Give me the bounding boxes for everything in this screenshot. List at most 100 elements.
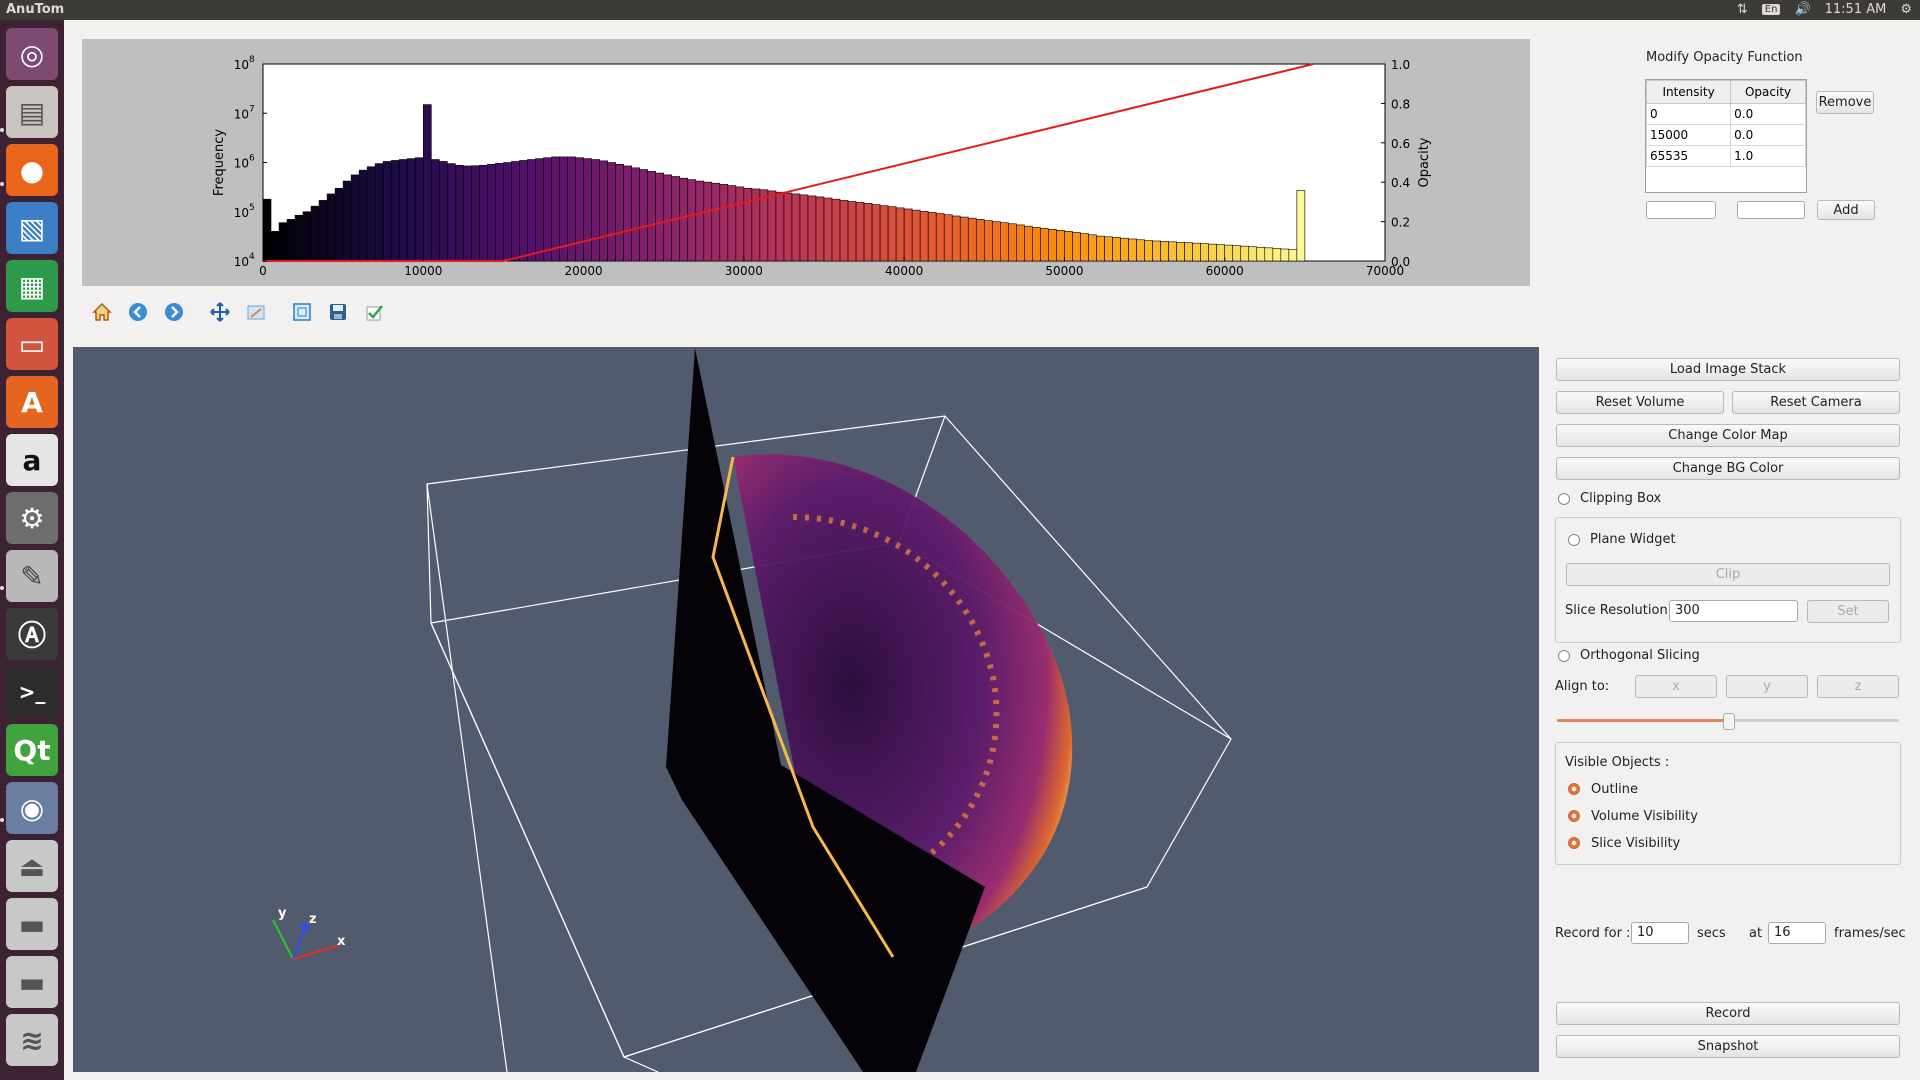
volume-visibility-radio[interactable] bbox=[1568, 810, 1580, 822]
table-row[interactable]: 65535 1.0 bbox=[1645, 145, 1806, 167]
ubuntu-dash-icon[interactable]: ◎ bbox=[6, 28, 58, 80]
histogram-bar bbox=[511, 161, 520, 262]
histogram-bar bbox=[583, 158, 592, 262]
calc-icon[interactable]: ▦ bbox=[6, 260, 58, 312]
snapshot-button[interactable]: Snapshot bbox=[1556, 1035, 1900, 1058]
remove-button[interactable]: Remove bbox=[1816, 91, 1874, 114]
y-tick-exponent: 8 bbox=[249, 55, 255, 65]
slider-handle[interactable] bbox=[1723, 713, 1735, 730]
table-row[interactable]: 0 0.0 bbox=[1645, 103, 1806, 125]
clipping-box-radio[interactable] bbox=[1558, 493, 1570, 505]
histogram-bar bbox=[623, 165, 632, 262]
orthogonal-slicing-radio[interactable] bbox=[1558, 650, 1570, 662]
power-gear-icon[interactable]: ⚙ bbox=[1900, 2, 1912, 17]
align-y-button[interactable]: y bbox=[1726, 675, 1808, 698]
software-updater-icon[interactable]: Ⓐ bbox=[6, 608, 58, 660]
y2-tick-label: 0.8 bbox=[1391, 97, 1410, 111]
col-intensity[interactable]: Intensity bbox=[1645, 80, 1732, 104]
table-row[interactable]: 15000 0.0 bbox=[1645, 124, 1806, 146]
configure-subplots-icon[interactable] bbox=[290, 300, 314, 324]
histogram-bar bbox=[1280, 248, 1290, 262]
opacity-function-line[interactable] bbox=[263, 63, 1314, 262]
cell[interactable]: 1.0 bbox=[1730, 145, 1806, 167]
set-button[interactable]: Set bbox=[1807, 600, 1889, 623]
usb-drive-icon[interactable]: ⏏ bbox=[6, 840, 58, 892]
histogram-bar bbox=[422, 104, 432, 262]
network-icon[interactable]: ⇅ bbox=[1736, 2, 1748, 17]
image-viewer-icon[interactable]: ▧ bbox=[6, 202, 58, 254]
settings-icon[interactable]: ⚙ bbox=[6, 492, 58, 544]
plane-widget-label: Plane Widget bbox=[1590, 532, 1676, 547]
change-bg-color-button[interactable]: Change BG Color bbox=[1556, 457, 1900, 480]
qt-creator-icon[interactable]: Qt bbox=[6, 724, 58, 776]
histogram-bar bbox=[935, 213, 945, 262]
cell[interactable]: 65535 bbox=[1645, 145, 1732, 167]
opacity-input[interactable] bbox=[1737, 201, 1805, 219]
histogram-bar bbox=[1104, 236, 1113, 262]
cell[interactable]: 0.0 bbox=[1730, 103, 1806, 125]
fps-input[interactable]: 16 bbox=[1768, 922, 1826, 944]
reset-volume-button[interactable]: Reset Volume bbox=[1556, 391, 1724, 414]
forward-icon[interactable] bbox=[162, 300, 186, 324]
change-color-map-button[interactable]: Change Color Map bbox=[1556, 424, 1900, 447]
save-icon[interactable] bbox=[326, 300, 350, 324]
camera-icon[interactable]: ◉ bbox=[6, 782, 58, 834]
trash-icon[interactable]: ≋ bbox=[6, 1014, 58, 1066]
cell[interactable]: 0 bbox=[1645, 103, 1732, 125]
volume-render[interactable]: y z x bbox=[73, 347, 1539, 1072]
volume-icon[interactable]: 🔊 bbox=[1794, 2, 1811, 17]
histogram-bar bbox=[310, 205, 320, 262]
impress-icon[interactable]: ▭ bbox=[6, 318, 58, 370]
apply-icon[interactable] bbox=[362, 300, 386, 324]
render-viewport[interactable]: y z x bbox=[73, 347, 1539, 1072]
load-image-stack-button[interactable]: Load Image Stack bbox=[1556, 358, 1900, 381]
histogram-bar bbox=[831, 198, 841, 262]
record-secs-input[interactable]: 10 bbox=[1631, 922, 1689, 944]
add-button[interactable]: Add bbox=[1817, 200, 1875, 220]
outline-radio[interactable] bbox=[1568, 783, 1580, 795]
software-center-icon[interactable]: A bbox=[6, 376, 58, 428]
intensity-input[interactable] bbox=[1646, 201, 1716, 219]
histogram-bar bbox=[687, 179, 697, 262]
histogram-bar bbox=[1240, 245, 1250, 262]
clock[interactable]: 11:51 AM bbox=[1824, 2, 1887, 17]
plane-widget-radio[interactable] bbox=[1568, 534, 1580, 546]
home-icon[interactable] bbox=[90, 300, 114, 324]
amazon-icon[interactable]: a bbox=[6, 434, 58, 486]
cell[interactable]: 15000 bbox=[1645, 124, 1732, 146]
disk-icon[interactable]: ▬ bbox=[6, 956, 58, 1008]
opacity-table[interactable]: Intensity Opacity 0 0.0 15000 0.0 65535 1.0 bbox=[1645, 79, 1807, 193]
align-z-button[interactable]: z bbox=[1817, 675, 1899, 698]
col-opacity[interactable]: Opacity bbox=[1730, 80, 1806, 104]
launcher: ◎ ▤ ● ▧ ▦ ▭ A a ⚙ ✎ Ⓐ >_ Qt ◉ ⏏ ▬ ▬ ≋ bbox=[0, 20, 64, 1080]
y-tick-exponent: 7 bbox=[249, 104, 255, 114]
histogram-bar bbox=[1024, 225, 1033, 262]
back-icon[interactable] bbox=[126, 300, 150, 324]
histogram-bar bbox=[575, 157, 584, 262]
firefox-icon[interactable]: ● bbox=[6, 144, 58, 196]
y-tick-label: 10 bbox=[234, 255, 249, 269]
align-x-button[interactable]: x bbox=[1635, 675, 1717, 698]
histogram-bar bbox=[551, 156, 560, 262]
slice-slider[interactable] bbox=[1557, 713, 1899, 730]
disk-icon[interactable]: ▬ bbox=[6, 898, 58, 950]
files-icon[interactable]: ▤ bbox=[6, 86, 58, 138]
terminal-icon[interactable]: >_ bbox=[6, 666, 58, 718]
cell[interactable]: 0.0 bbox=[1730, 124, 1806, 146]
clip-button[interactable]: Clip bbox=[1566, 563, 1890, 586]
histogram-bar bbox=[447, 163, 456, 262]
y2-tick-label: 0.6 bbox=[1391, 137, 1410, 151]
orientation-axes: y z x bbox=[272, 906, 346, 960]
histogram-bar bbox=[1048, 229, 1057, 262]
histogram-bar bbox=[655, 172, 665, 262]
keyboard-layout-indicator[interactable]: En bbox=[1761, 4, 1781, 15]
slice-visibility-radio[interactable] bbox=[1568, 837, 1580, 849]
text-editor-icon[interactable]: ✎ bbox=[6, 550, 58, 602]
slice-resolution-input[interactable]: 300 bbox=[1669, 600, 1798, 622]
histogram-bar bbox=[1264, 247, 1274, 262]
pan-icon[interactable] bbox=[208, 300, 232, 324]
zoom-icon[interactable] bbox=[244, 300, 268, 324]
reset-camera-button[interactable]: Reset Camera bbox=[1732, 391, 1900, 414]
record-button[interactable]: Record bbox=[1556, 1002, 1900, 1025]
